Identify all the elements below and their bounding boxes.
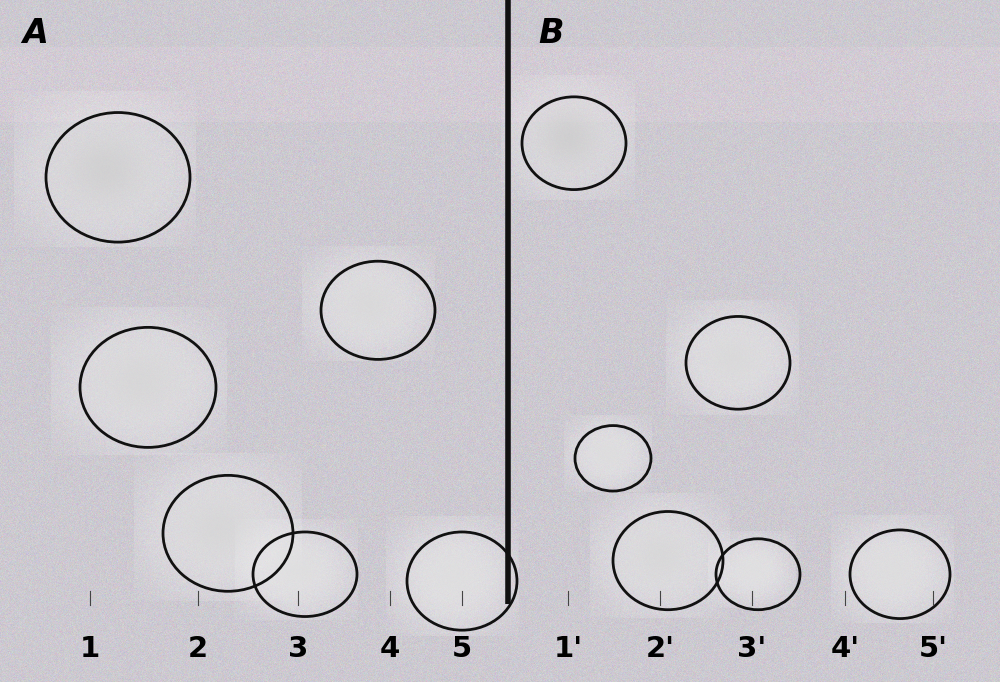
Text: B: B xyxy=(538,17,564,50)
Text: 2': 2' xyxy=(646,635,674,664)
Text: 1: 1 xyxy=(80,635,100,664)
Text: 3': 3' xyxy=(737,635,767,664)
Text: 1': 1' xyxy=(553,635,583,664)
Text: A: A xyxy=(22,17,48,50)
Text: 2: 2 xyxy=(188,635,208,664)
Text: 5: 5 xyxy=(452,635,472,664)
Text: 4: 4 xyxy=(380,635,400,664)
Text: 5': 5' xyxy=(918,635,948,664)
Text: 4': 4' xyxy=(830,635,860,664)
Text: 3: 3 xyxy=(288,635,308,664)
